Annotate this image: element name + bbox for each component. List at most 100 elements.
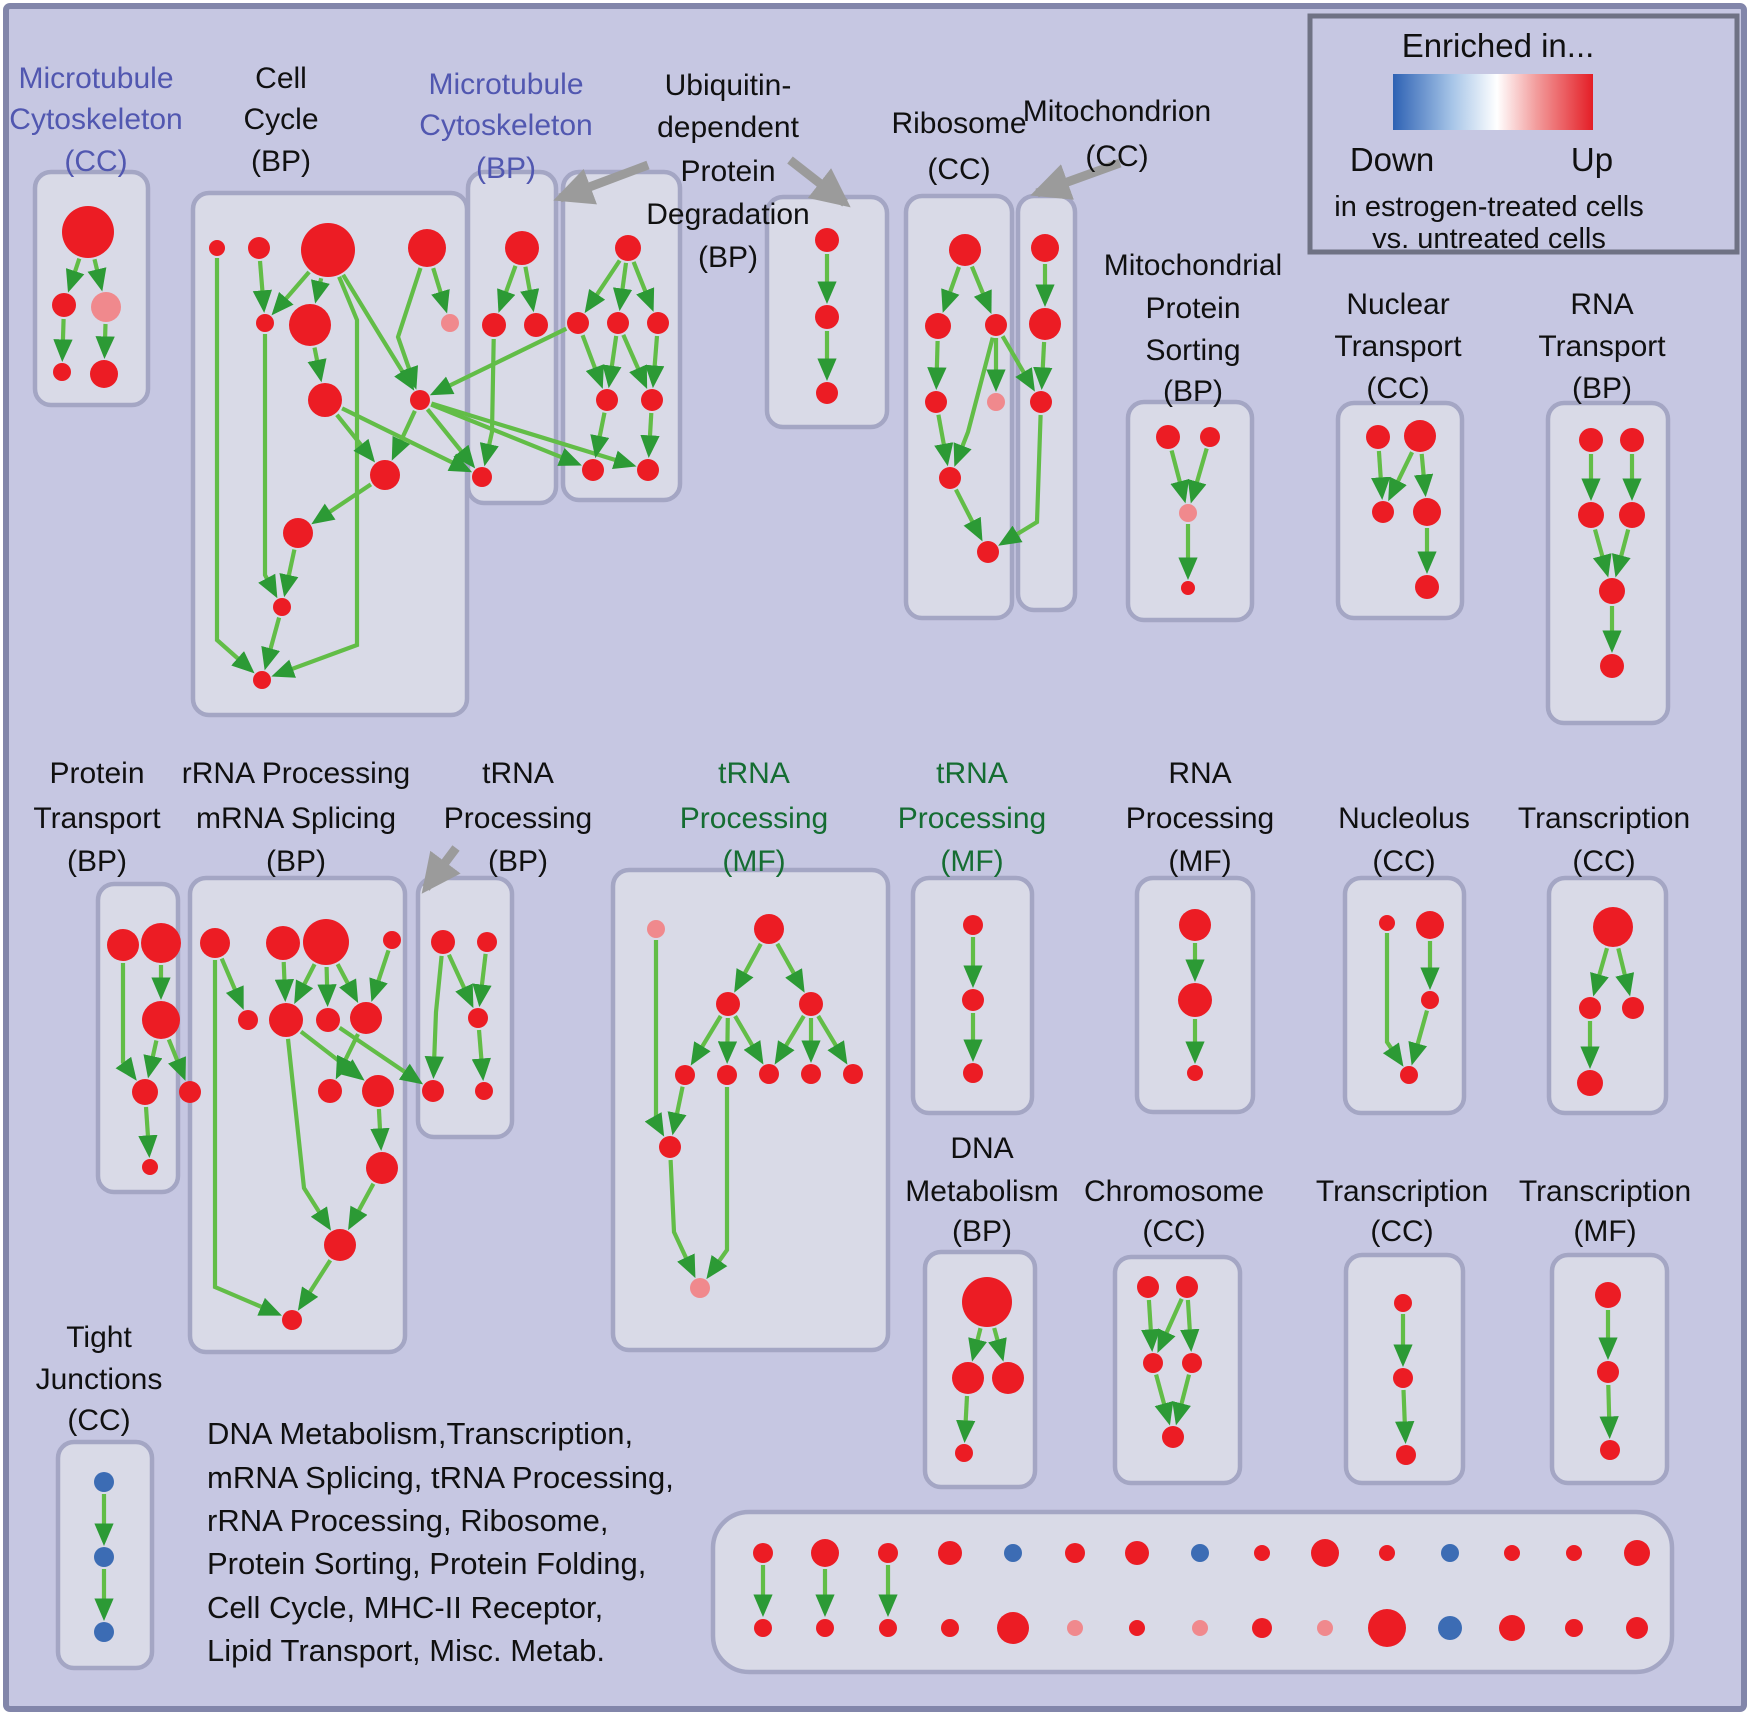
go-term-node-j2 [1597,1361,1619,1383]
edge-arrow [219,957,244,1010]
edge-arrow [95,323,115,360]
group-label-mitochondrial-protein-sorting-bp: (BP) [1163,375,1223,408]
edge-arrow [472,953,492,1008]
group-label-nuclear-transport-cc: Transport [1334,330,1462,363]
go-term-node-g5 [717,1065,737,1085]
go-term-node-j3 [1600,1440,1620,1460]
go-term-node-d4 [955,1444,973,1462]
edge-arrow [497,265,518,313]
edge-arrow [294,963,317,1004]
edge-arrow [621,334,648,390]
go-term-node-nt2 [1404,420,1436,452]
legend: Enriched in... Down Up in estrogen-treat… [1307,13,1740,255]
edge-arrow [297,1259,333,1311]
edge-arrow [956,1395,976,1444]
edge-arrow [212,960,282,1316]
go-term-node-strip-top-0 [753,1543,773,1563]
go-term-node-q3 [1622,997,1644,1019]
group-label-ribosome-cc: Ribosome [891,107,1026,140]
edge-arrow [252,260,273,314]
go-term-node-strip-bottom-8 [1252,1618,1272,1638]
group-label-tight-junctions-cc: (CC) [67,1404,130,1437]
merged-clusters-text-block: DNA Metabolism,Transcription, mRNA Splic… [207,1416,674,1668]
edge-arrow [285,1038,331,1231]
go-term-node-d1 [962,1277,1012,1327]
go-term-node-nt4 [1413,498,1441,526]
go-term-node-tb1 [431,930,455,954]
edge-arrow [214,258,255,674]
go-term-node-c3b [815,305,839,329]
go-term-node-cc6 [289,304,331,346]
edge-arrow [1382,933,1404,1067]
go-term-node-c3c [816,382,838,404]
go-term-node-ub1 [567,312,589,334]
go-term-node-rs1 [238,1010,258,1030]
go-term-node-d2 [952,1362,984,1394]
go-term-node-pt4 [132,1079,158,1105]
go-term-node-nc3 [1421,991,1439,1009]
go-term-node-nc1 [1379,915,1395,931]
go-term-node-cc3 [301,223,355,277]
edge-arrow [1187,447,1209,504]
group-label-trna-processing-bp: Processing [444,802,592,835]
edge-arrow [1590,947,1610,997]
edge-arrow [631,261,655,312]
legend-up-label: Up [1571,141,1613,178]
go-term-node-mtcc4 [53,363,71,381]
group-label-rna-transport-bp: (BP) [1572,372,1632,405]
label-callout-arrow [553,160,650,205]
text-block-line: rRNA Processing, Ribosome, [207,1503,608,1538]
go-term-node-ru1 [318,1079,342,1103]
edge-arrow [988,1327,1007,1362]
group-label-ubiquitin-dependent-protein-degradation-bp: Ubiquitin- [665,69,792,102]
legend-subtitle-line2: vs. untreated cells [1372,223,1606,255]
go-term-node-strip-top-12 [1504,1545,1520,1561]
group-label-microtubule-cytoskeleton-cc: Cytoskeleton [9,103,182,136]
group-label-transcription-cc-row3: Transcription [1316,1175,1488,1208]
text-block-line: Cell Cycle, MHC-II Receptor, [207,1590,603,1625]
edge-arrow [934,414,954,467]
go-term-node-g6 [759,1064,779,1084]
go-term-node-e4 [1182,1353,1202,1373]
go-term-node-rb2 [925,313,951,339]
text-block-line: Protein Sorting, Protein Folding, [207,1546,646,1581]
group-box [1112,1254,1243,1486]
go-term-node-mtcc3 [91,292,121,322]
group-box [1335,400,1465,621]
legend-gradient-bar [1393,74,1593,130]
group-label-ubiquitin-dependent-protein-degradation-bp: Degradation [646,198,809,231]
edge-arrow [1141,1299,1161,1353]
edge-arrow [612,262,633,312]
go-term-node-h2 [962,989,984,1011]
edge-arrow [580,334,604,389]
go-term-node-nc2 [1416,911,1444,939]
group-label-rrna-processing-mrna-splicing-bp: rRNA Processing [182,757,410,790]
edge-arrow [430,402,582,466]
edge-arrow [1172,1374,1192,1426]
go-term-node-strip-top-7 [1191,1544,1209,1562]
go-term-node-ub4 [596,389,618,411]
edge-arrow [424,955,444,1080]
go-term-node-mt2 [1029,308,1061,340]
go-term-node-strip-bottom-9 [1317,1620,1333,1636]
group-label-transcription-cc-row3: (CC) [1370,1215,1433,1248]
go-term-node-strip-bottom-4 [997,1612,1029,1644]
go-term-node-tb5 [475,1082,493,1100]
group-label-nucleolus-cc: Nucleolus [1338,802,1470,835]
go-term-node-strip-bottom-6 [1129,1620,1145,1636]
edge-arrow [271,270,311,316]
go-term-node-g10 [690,1278,710,1298]
edge-arrow [335,963,359,1003]
legend-subtitle-line1: in estrogen-treated cells [1334,191,1644,223]
go-term-node-rs4 [350,1002,382,1034]
edge-arrow [645,335,665,389]
go-term-node-tb4 [422,1080,444,1102]
edge-arrow [274,961,295,1003]
go-term-node-rb5 [987,393,1005,411]
go-term-node-ub0 [615,235,641,261]
edge-arrow [1000,335,1035,392]
go-term-node-mb1 [505,231,539,265]
edge-arrow [335,1033,360,1080]
go-term-node-pt6 [142,1159,158,1175]
go-term-node-f1 [1394,1294,1412,1312]
